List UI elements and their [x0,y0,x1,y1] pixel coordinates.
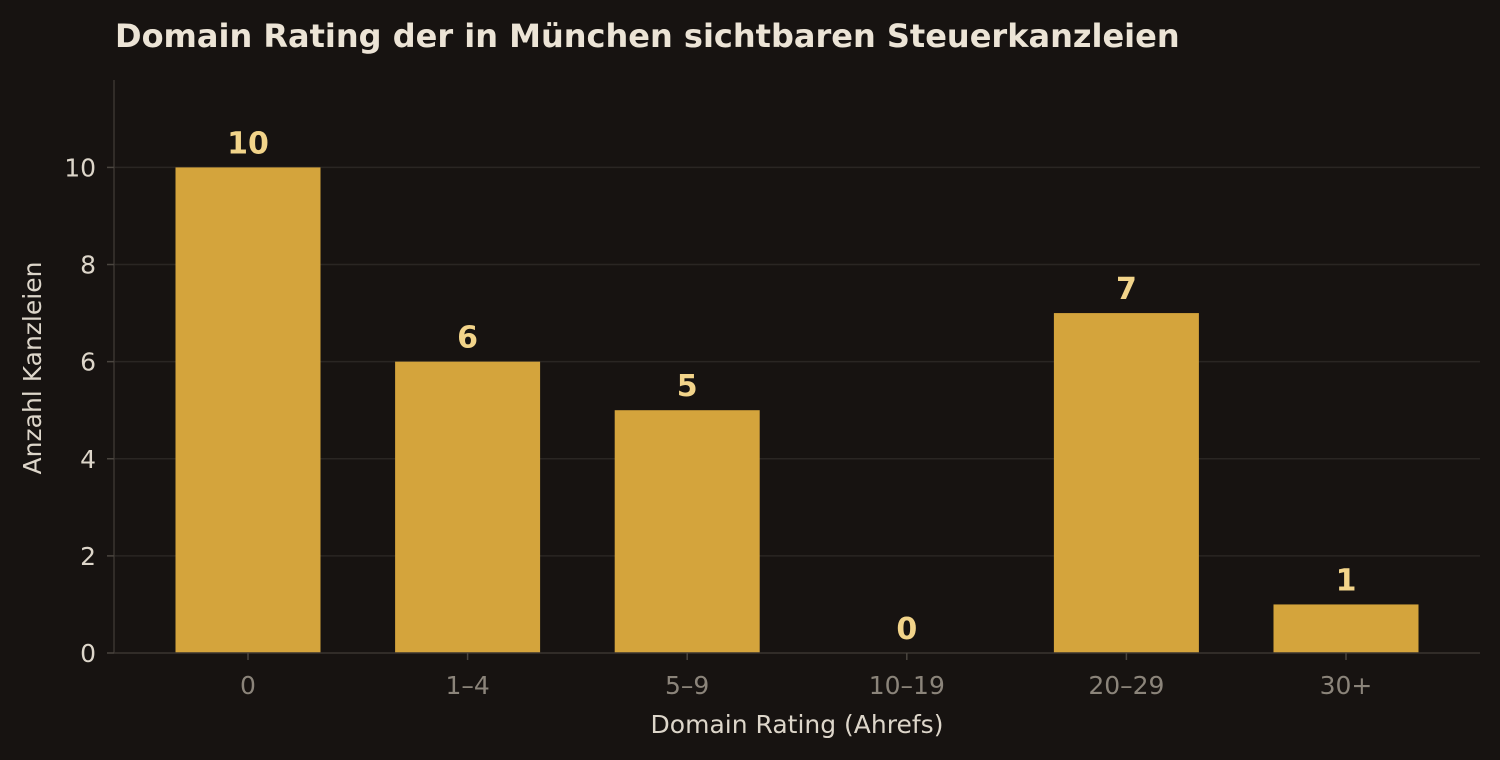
bar-value-label: 6 [457,321,478,356]
chart-title: Domain Rating der in München sichtbaren … [115,17,1180,55]
bar-value-label: 1 [1336,563,1357,598]
bar [1273,604,1419,653]
y-ticks: 0 2 4 6 8 10 [64,153,114,668]
bar [1053,313,1199,653]
y-tick-label: 4 [80,445,96,474]
bars-group [175,167,1419,653]
y-tick-label: 10 [64,153,96,182]
x-tick-label: 0 [240,671,256,700]
y-tick-label: 6 [80,348,96,377]
x-ticks: 0 1–4 5–9 10–19 20–29 30+ [240,653,1372,700]
x-axis-title: Domain Rating (Ahrefs) [651,710,944,739]
x-tick-label: 20–29 [1088,671,1164,700]
bar-value-label: 10 [227,126,269,161]
bar [614,410,760,653]
grid-lines [114,166,1480,557]
axes-group [113,80,1480,654]
bar-value-label: 0 [896,612,917,647]
y-tick-label: 8 [80,251,96,280]
data-labels: 10 6 5 0 7 1 [227,126,1356,647]
bar [175,167,321,653]
bar-value-label: 7 [1116,272,1137,307]
x-tick-label: 5–9 [665,671,709,700]
x-tick-label: 30+ [1320,671,1373,700]
bar [395,361,541,653]
y-tick-label: 0 [80,639,96,668]
x-tick-label: 10–19 [869,671,945,700]
y-tick-label: 2 [80,542,96,571]
y-axis-title: Anzahl Kanzleien [18,262,47,475]
bar-value-label: 5 [677,369,698,404]
x-tick-label: 1–4 [445,671,489,700]
